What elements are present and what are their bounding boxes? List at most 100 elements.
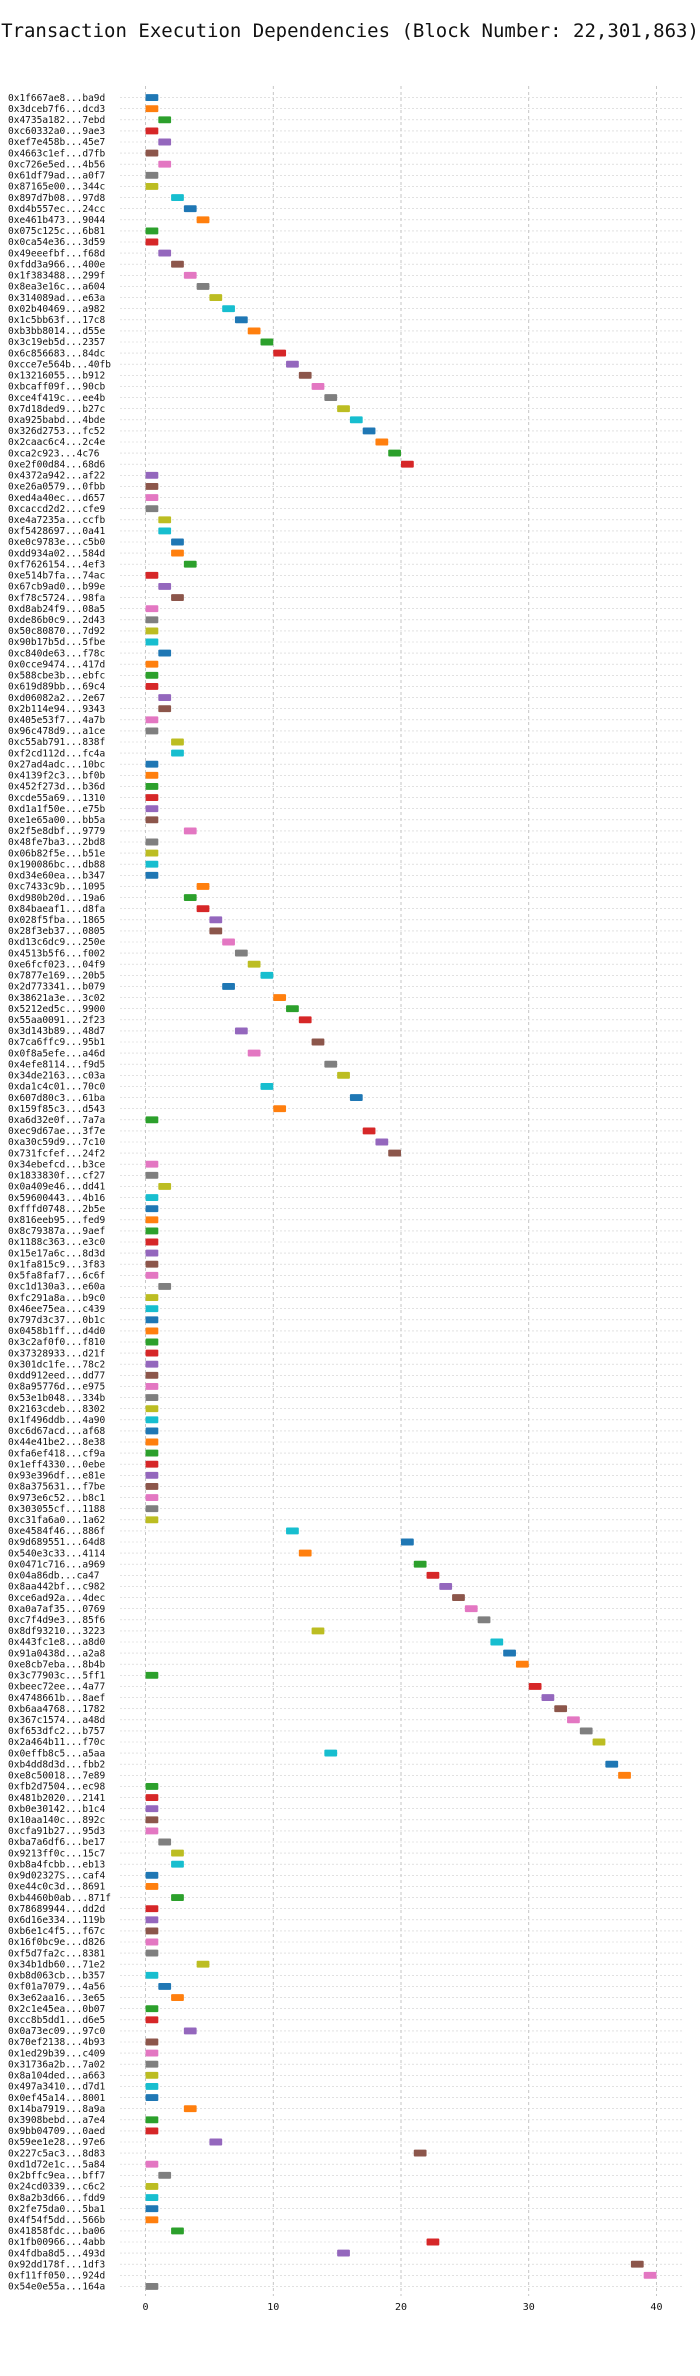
execution-bar bbox=[260, 971, 274, 979]
execution-bar bbox=[145, 1916, 159, 1924]
row-label: 0xb6e1c4f5...f67c bbox=[8, 1926, 105, 1937]
row-label: 0x2c1e45ea...0b07 bbox=[8, 2004, 105, 2015]
row-label: 0xb8a4fcbb...eb13 bbox=[8, 1859, 105, 1870]
row-label: 0xb6aa4768...1782 bbox=[8, 1704, 105, 1715]
row-label: 0xf01a7079...4a56 bbox=[8, 1982, 106, 1993]
execution-bar bbox=[286, 1527, 299, 1535]
row-label: 0xb3bb8014...d55e bbox=[8, 326, 106, 337]
execution-bar bbox=[145, 1394, 159, 1401]
row-label: 0x27ad4adc...10bc bbox=[8, 759, 105, 770]
execution-bar bbox=[183, 271, 197, 279]
execution-bar bbox=[196, 883, 210, 890]
row-label: 0x3c19eb5d...2357 bbox=[8, 337, 105, 348]
row-label: 0x3e62aa16...3e65 bbox=[8, 1993, 105, 2004]
row-label: 0x227c5ac3...8d83 bbox=[8, 2148, 105, 2159]
row-label: 0x0f8a5efe...a46d bbox=[8, 1048, 105, 1059]
execution-bar bbox=[234, 1027, 248, 1035]
execution-bar bbox=[145, 660, 159, 668]
row-label: 0xef7e458b...45e7 bbox=[8, 137, 105, 148]
row-label: 0x3c77903c...5ff1 bbox=[8, 1671, 106, 1682]
row-label: 0x84baeaf1...d8fa bbox=[8, 904, 105, 915]
execution-bar bbox=[592, 1738, 606, 1746]
row-label: 0x9213ff0c...15c7 bbox=[8, 1848, 105, 1859]
execution-bar bbox=[145, 1816, 159, 1824]
row-label: 0x13216055...b912 bbox=[8, 371, 105, 382]
row-label: 0x28f3eb37...0805 bbox=[8, 926, 105, 937]
execution-bar bbox=[260, 1083, 274, 1090]
execution-bar bbox=[298, 371, 312, 379]
row-label: 0xfc291a8a...b9c0 bbox=[8, 1293, 106, 1304]
row-label: 0xce4f419c...ee4b bbox=[8, 393, 106, 404]
row-label: 0x59600443...4b16 bbox=[8, 1193, 106, 1204]
execution-bar bbox=[145, 1449, 159, 1457]
row-label: 0xd06082a2...2e67 bbox=[8, 693, 105, 704]
execution-bar bbox=[273, 349, 287, 357]
row-label: 0x53e1b048...334b bbox=[8, 1393, 106, 1404]
x-tick-label: 30 bbox=[523, 2302, 535, 2313]
row-label: 0x50c80870...7d92 bbox=[8, 626, 105, 637]
row-label: 0x607d80c3...61ba bbox=[8, 1093, 105, 1104]
execution-bar bbox=[145, 1271, 159, 1279]
row-label: 0x3c2af0f0...f810 bbox=[8, 1337, 106, 1348]
x-tick-label: 10 bbox=[267, 2302, 279, 2313]
execution-bar bbox=[183, 894, 197, 901]
execution-bar bbox=[145, 2216, 159, 2224]
execution-bar bbox=[145, 483, 159, 490]
execution-bar bbox=[183, 827, 197, 835]
execution-bar bbox=[145, 2160, 159, 2168]
execution-bar bbox=[349, 416, 363, 424]
execution-bar bbox=[375, 1138, 389, 1146]
row-label: 0x0ef45a14...8001 bbox=[8, 2093, 106, 2104]
execution-bar bbox=[145, 638, 159, 646]
row-label: 0xf5d7fa2c...8381 bbox=[8, 1948, 106, 1959]
execution-bar bbox=[209, 916, 223, 924]
row-label: 0x49eeefbf...f68d bbox=[8, 248, 105, 259]
row-label: 0xfa6ef418...cf9a bbox=[8, 1448, 105, 1459]
row-label: 0xed4a40ec...d657 bbox=[8, 493, 105, 504]
row-label: 0x816eeb95...fed9 bbox=[8, 1215, 106, 1226]
execution-bar bbox=[145, 671, 159, 679]
row-label: 0x78689944...dd2d bbox=[8, 1904, 105, 1915]
execution-bar bbox=[145, 794, 159, 801]
row-label: 0x1ed29b39...c409 bbox=[8, 2048, 106, 2059]
execution-bar bbox=[145, 571, 159, 579]
row-label: 0xe8cb7eba...8b4b bbox=[8, 1659, 106, 1670]
row-label: 0x9d02327S...caf4 bbox=[8, 1871, 106, 1882]
row-label: 0x0effb8c5...a5aa bbox=[8, 1748, 105, 1759]
execution-bar bbox=[196, 283, 210, 290]
execution-bar bbox=[145, 816, 159, 824]
row-label: 0x4efe8114...f9d5 bbox=[8, 1059, 105, 1070]
row-label: 0x5fa8faf7...6c6f bbox=[8, 1271, 105, 1282]
row-label: 0x1fa815c9...3f83 bbox=[8, 1259, 105, 1270]
row-label: 0xa0a7af35...0769 bbox=[8, 1604, 106, 1615]
row-label: 0x31736a2b...7a02 bbox=[8, 2059, 105, 2070]
row-label: 0x9bb04709...0aed bbox=[8, 2126, 105, 2137]
execution-bar bbox=[145, 2116, 159, 2124]
row-label: 0x4663c1ef...d7fb bbox=[8, 148, 106, 159]
execution-bar bbox=[145, 2005, 159, 2013]
execution-bar bbox=[145, 2283, 159, 2290]
row-label: 0x028f5fba...1865 bbox=[8, 915, 105, 926]
row-label: 0xbcaff09f...90cb bbox=[8, 382, 106, 393]
execution-bar bbox=[145, 2183, 159, 2190]
execution-bar bbox=[145, 1216, 159, 1224]
execution-bar bbox=[145, 783, 159, 790]
row-label: 0xe461b473...9044 bbox=[8, 215, 106, 226]
execution-bar bbox=[183, 560, 197, 568]
execution-bar bbox=[426, 2238, 440, 2246]
execution-bar bbox=[145, 1871, 159, 1879]
execution-bar bbox=[567, 1716, 580, 1724]
row-label: 0x4372a942...af22 bbox=[8, 471, 105, 482]
row-label: 0x8aa442bf...c982 bbox=[8, 1582, 105, 1593]
row-label: 0x326d2753...fc52 bbox=[8, 426, 105, 437]
row-label: 0x70ef2138...4b93 bbox=[8, 2037, 105, 2048]
execution-bar bbox=[171, 1894, 184, 1901]
row-label: 0xe26a0579...0fbb bbox=[8, 482, 106, 493]
execution-bar bbox=[145, 1405, 159, 1413]
row-label: 0xde86b0c9...2d43 bbox=[8, 615, 105, 626]
row-label: 0x4735a182...7ebd bbox=[8, 115, 105, 126]
execution-bar bbox=[183, 2105, 197, 2113]
execution-bar bbox=[349, 1094, 363, 1101]
row-label: 0xb0e30142...b1c4 bbox=[8, 1804, 106, 1815]
execution-bar bbox=[464, 1605, 478, 1613]
